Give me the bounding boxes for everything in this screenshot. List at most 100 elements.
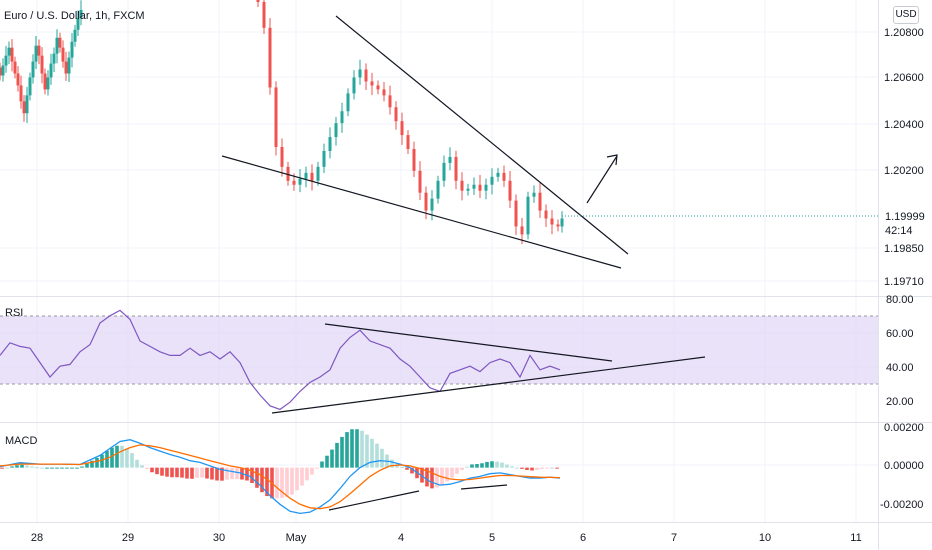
- macd-histogram-bar: [400, 466, 404, 468]
- rsi-lower-trendline[interactable]: [271, 356, 706, 414]
- macd-histogram-bar: [265, 467, 269, 497]
- candle-body: [67, 57, 71, 74]
- macd-histogram-bar: [300, 467, 304, 486]
- candle-body: [280, 147, 284, 167]
- candle-body: [352, 77, 356, 94]
- candle-body: [79, 9, 83, 18]
- macd-divergence-line-2[interactable]: [460, 484, 508, 490]
- macd-histogram-bar: [115, 445, 119, 468]
- macd-histogram-bar: [10, 466, 14, 468]
- time-tick-label: 7: [671, 532, 677, 544]
- candle-body: [19, 85, 23, 102]
- candles: [0, 0, 564, 245]
- candle-body: [37, 45, 41, 56]
- macd-histogram-bar: [465, 466, 469, 468]
- candle-body: [52, 53, 56, 64]
- macd-histogram-bar: [120, 445, 124, 468]
- rsi-axis[interactable]: 80.00 60.00 40.00 20.00: [886, 294, 914, 408]
- candle-body: [22, 101, 26, 114]
- price-tick-label: 1.19850: [884, 243, 924, 255]
- macd-histogram-bar: [165, 467, 169, 477]
- macd-histogram-bar: [105, 450, 109, 468]
- rsi-line: [0, 309, 561, 411]
- wedge-lower-trendline[interactable]: [221, 155, 622, 269]
- candle-body: [268, 27, 272, 88]
- candle-body: [418, 170, 422, 193]
- candle-body: [34, 45, 38, 62]
- candle-body: [478, 184, 482, 191]
- wedge-upper-trendline[interactable]: [335, 15, 629, 255]
- macd-histogram-bar: [40, 467, 44, 469]
- candle-body: [424, 192, 428, 211]
- macd-histogram-bar: [550, 467, 554, 469]
- macd-line: [0, 439, 561, 515]
- time-tick-label: 4: [398, 532, 404, 544]
- macd-histogram-bar: [375, 443, 379, 468]
- candle-body: [484, 184, 488, 191]
- macd-histogram-bar: [180, 467, 184, 478]
- candle-body: [412, 148, 416, 171]
- price-tick-label: 1.20600: [884, 72, 924, 84]
- macd-histogram-bar: [335, 442, 339, 468]
- macd-histogram-bar: [540, 467, 544, 470]
- macd-histogram-bar: [510, 466, 514, 468]
- candle-body: [466, 188, 470, 191]
- candle-body: [4, 55, 8, 66]
- candle-body: [490, 176, 494, 185]
- macd-histogram-bar: [260, 467, 264, 493]
- candle-body: [43, 73, 47, 90]
- candle-body: [1, 65, 5, 76]
- macd-histogram-bar: [530, 467, 534, 471]
- candle-body: [13, 61, 17, 74]
- breakout-arrow[interactable]: [586, 155, 618, 204]
- candle-body: [7, 47, 11, 56]
- candle-body: [556, 224, 560, 227]
- candle-body: [382, 89, 386, 96]
- candle-body: [40, 55, 44, 74]
- macd-histogram-bar: [80, 466, 84, 468]
- candle-body: [496, 172, 500, 177]
- macd-histogram-bar: [325, 455, 329, 468]
- candle-body: [346, 93, 350, 112]
- macd-histogram-bar: [295, 467, 299, 491]
- macd-histogram-bar: [505, 464, 509, 468]
- macd-histogram-bar: [315, 467, 319, 469]
- macd-histogram-bar: [230, 467, 234, 480]
- macd-histogram-bar: [200, 467, 204, 478]
- macd-histogram-bar: [420, 467, 424, 483]
- macd-histogram-bar: [345, 432, 349, 468]
- macd-axis[interactable]: 0.00200 0.00000 -0.00200: [880, 422, 924, 511]
- macd-histogram-bar: [245, 467, 249, 481]
- currency-button[interactable]: USD: [893, 6, 919, 24]
- macd-histogram-bar: [75, 467, 79, 469]
- candle-body: [10, 47, 14, 62]
- time-axis[interactable]: 28 29 30 May 4 5 6 7 10 11: [31, 532, 862, 544]
- macd-pane-label: MACD: [5, 435, 37, 447]
- macd-histogram-bar: [190, 467, 194, 479]
- macd-histogram-bar: [55, 467, 59, 469]
- macd-histogram-bar: [155, 467, 159, 475]
- candle-body: [370, 81, 374, 86]
- macd-histogram-bar: [545, 467, 549, 469]
- drawings[interactable]: [221, 15, 706, 511]
- candle-body: [448, 156, 452, 163]
- macd-histogram-bar: [150, 467, 154, 473]
- macd-histogram-bar: [255, 467, 259, 488]
- price-axis[interactable]: 1.20800 1.20600 1.20400 1.20200 1.19850 …: [884, 27, 924, 288]
- macd-divergence-line-1[interactable]: [328, 490, 420, 511]
- macd-histogram-bar: [60, 467, 64, 469]
- candle-body: [394, 107, 398, 122]
- macd-histogram-bar: [70, 467, 74, 469]
- macd-histogram-bar: [250, 467, 254, 483]
- macd-histogram-bar: [520, 467, 524, 469]
- macd-histogram-bar: [30, 466, 34, 468]
- macd-histogram-bar: [95, 457, 99, 468]
- macd-histogram-bar: [455, 467, 459, 474]
- candle-body: [550, 218, 554, 225]
- rsi-upper-trendline[interactable]: [324, 323, 613, 362]
- macd-histogram-bar: [35, 467, 39, 469]
- macd-histogram-bar: [485, 461, 489, 468]
- macd-histogram-bar: [125, 448, 129, 468]
